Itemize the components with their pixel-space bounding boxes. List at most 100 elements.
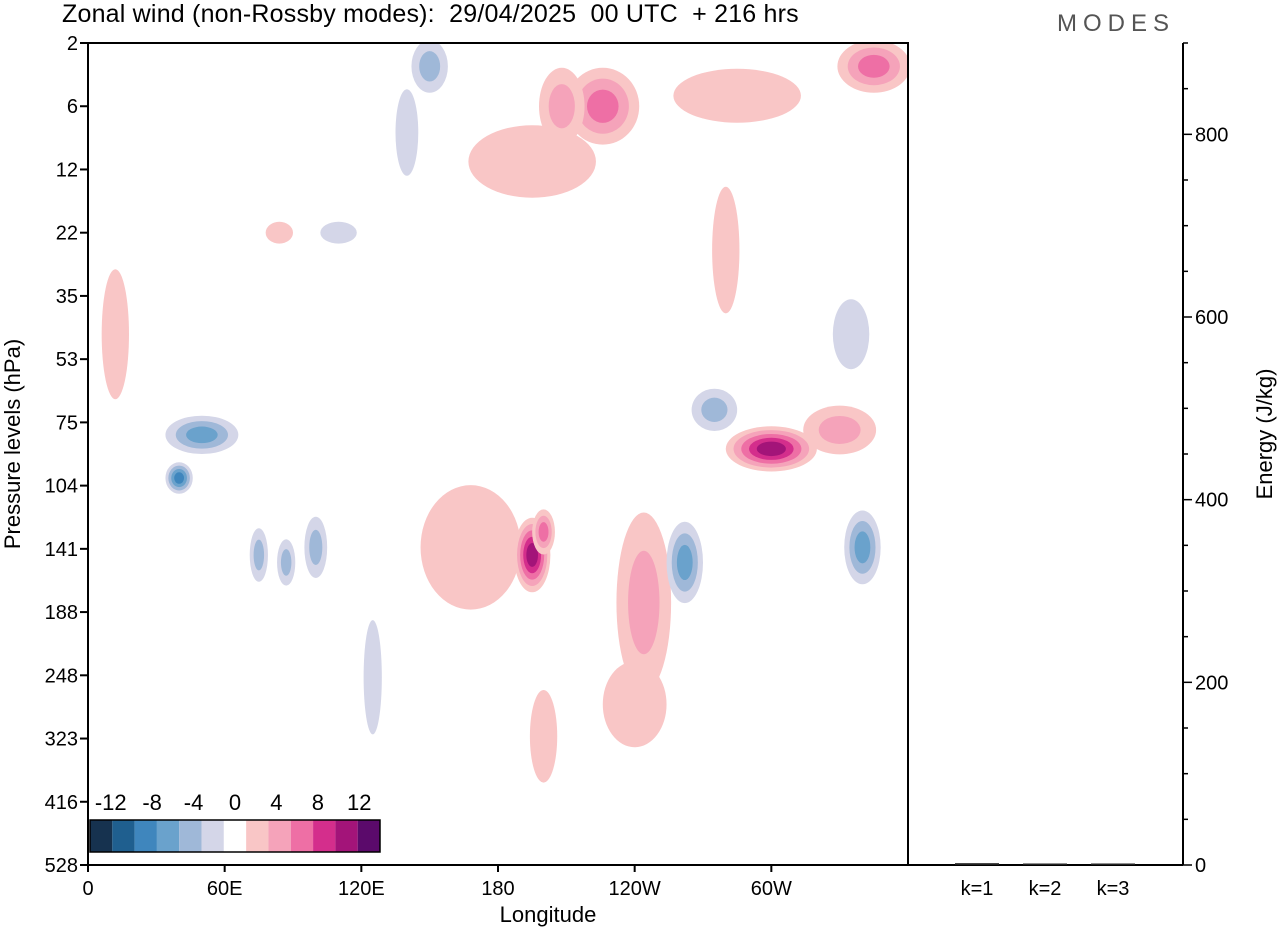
colorbar-swatch xyxy=(112,820,135,852)
contour-feature xyxy=(566,67,640,145)
contour-feature xyxy=(691,388,738,431)
contour-feature xyxy=(420,485,521,610)
energy-tick-label: 600 xyxy=(1195,307,1228,329)
colorbar-swatch xyxy=(179,820,202,852)
y-tick-label: 528 xyxy=(45,855,78,877)
y-tick-label: 75 xyxy=(56,412,78,434)
y-tick-label: 12 xyxy=(56,159,78,181)
colorbar-label: -8 xyxy=(142,790,162,815)
y-tick-label: 53 xyxy=(56,349,78,371)
energy-bar xyxy=(955,863,999,865)
contour-band xyxy=(538,522,549,542)
y-tick-label: 22 xyxy=(56,223,78,245)
energy-category-label: k=3 xyxy=(1097,878,1130,900)
colorbar-label: 12 xyxy=(347,790,371,815)
contour-band xyxy=(628,550,660,655)
contour-band xyxy=(701,397,728,422)
energy-category-label: k=1 xyxy=(961,878,994,900)
contour-feature xyxy=(304,516,328,579)
contour-band xyxy=(174,472,185,484)
contour-feature xyxy=(602,661,667,748)
contour-band xyxy=(858,54,890,78)
x-tick-label: 0 xyxy=(82,878,93,900)
contour-band xyxy=(309,529,323,565)
contour-band xyxy=(526,543,538,567)
contour-feature xyxy=(265,221,294,244)
contour-band xyxy=(186,426,218,444)
x-tick-label: 60E xyxy=(207,878,243,900)
colorbar-swatch xyxy=(201,820,224,852)
y-tick-label: 35 xyxy=(56,286,78,308)
colorbar-frame xyxy=(89,819,381,853)
energy-bar xyxy=(1091,863,1135,865)
contour-feature xyxy=(616,512,672,693)
heatmap-fields xyxy=(101,43,908,783)
contour-feature xyxy=(666,521,703,604)
contour-feature xyxy=(320,221,357,244)
y-axis-label: Pressure levels (hPa) xyxy=(0,339,25,549)
contour-feature xyxy=(468,125,596,198)
y-tick-label: 416 xyxy=(45,792,78,814)
contour-band xyxy=(602,661,667,748)
contour-feature xyxy=(165,462,193,494)
y-tick-label: 248 xyxy=(45,665,78,687)
energy-panel: 0 200 400 600 800 Energy (J/kg) k=1 k=2 k=3 xyxy=(908,42,1277,900)
energy-tick-label: 400 xyxy=(1195,490,1228,512)
contour-feature xyxy=(832,299,870,370)
contour-band xyxy=(676,544,693,581)
contour-band xyxy=(548,84,575,129)
contour-feature xyxy=(532,509,555,555)
contour-feature xyxy=(363,620,382,735)
colorbar-swatch xyxy=(313,820,336,852)
contour-feature xyxy=(803,405,877,455)
contour-feature xyxy=(673,68,801,123)
colorbar-label: -12 xyxy=(95,790,127,815)
contour-band xyxy=(320,221,357,244)
colorbar-swatch xyxy=(246,820,269,852)
contour-feature xyxy=(277,539,296,586)
contour-band xyxy=(280,549,292,576)
colorbar-label: 4 xyxy=(270,790,282,815)
contour-band xyxy=(673,68,801,123)
colorbar-swatch xyxy=(290,820,314,852)
x-axis-label: Longitude xyxy=(500,902,597,927)
x-tick-label: 60W xyxy=(751,878,792,900)
contour-band xyxy=(818,415,861,444)
colorbar-swatch xyxy=(223,820,247,852)
contour-feature xyxy=(249,528,268,582)
colorbar-swatch xyxy=(357,820,380,852)
contour-band xyxy=(363,620,382,735)
contour-band xyxy=(419,51,441,82)
y-tick-label: 2 xyxy=(67,33,78,55)
contour-band xyxy=(854,531,871,564)
colorbar-label: -4 xyxy=(184,790,204,815)
contour-band xyxy=(832,299,870,370)
contour-feature xyxy=(725,426,817,472)
colorbar: -12 -8 -4 0 4 8 12 xyxy=(89,790,381,853)
energy-bar xyxy=(1023,863,1067,865)
colorbar-label: 0 xyxy=(229,790,241,815)
colorbar-label: 8 xyxy=(312,790,324,815)
y-tick-label: 323 xyxy=(45,729,78,751)
contour-feature xyxy=(539,67,585,145)
contour-band xyxy=(265,221,294,244)
contour-band xyxy=(420,485,521,610)
contour-band xyxy=(712,186,740,314)
contour-feature xyxy=(395,89,419,176)
contour-band xyxy=(253,539,265,571)
contour-feature xyxy=(165,415,239,455)
x-tick-label: 180 xyxy=(481,878,514,900)
colorbar-swatch xyxy=(335,820,358,852)
contour-feature xyxy=(529,690,558,783)
colorbar-swatch xyxy=(268,820,291,852)
contour-feature xyxy=(101,269,129,400)
y-tick-label: 6 xyxy=(67,96,78,118)
contour-band xyxy=(468,125,596,198)
contour-feature xyxy=(844,510,881,585)
x-tick-label: 120E xyxy=(338,878,385,900)
contour-band xyxy=(529,690,558,783)
colorbar-swatch xyxy=(90,820,113,852)
contour-feature xyxy=(837,43,908,93)
y-tick-label: 188 xyxy=(45,602,78,624)
